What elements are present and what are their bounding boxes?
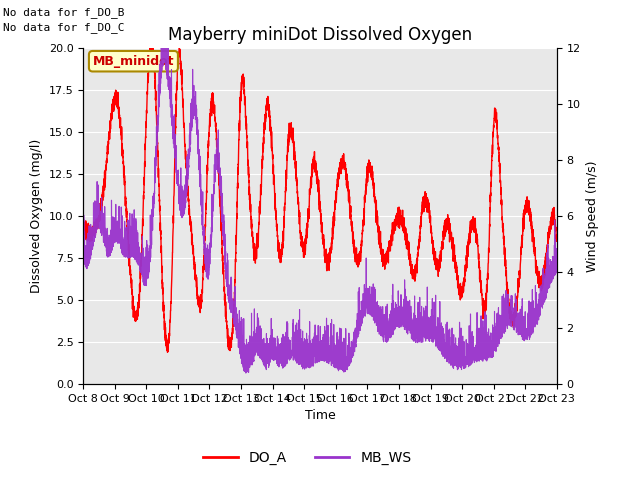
X-axis label: Time: Time: [305, 409, 335, 422]
Text: No data for f_DO_C: No data for f_DO_C: [3, 22, 125, 33]
Text: No data for f_DO_B: No data for f_DO_B: [3, 7, 125, 18]
Text: MB_minidot: MB_minidot: [93, 55, 174, 68]
Y-axis label: Wind Speed (m/s): Wind Speed (m/s): [586, 160, 599, 272]
Legend: DO_A, MB_WS: DO_A, MB_WS: [197, 445, 417, 471]
Y-axis label: Dissolved Oxygen (mg/l): Dissolved Oxygen (mg/l): [30, 139, 43, 293]
Title: Mayberry miniDot Dissolved Oxygen: Mayberry miniDot Dissolved Oxygen: [168, 25, 472, 44]
